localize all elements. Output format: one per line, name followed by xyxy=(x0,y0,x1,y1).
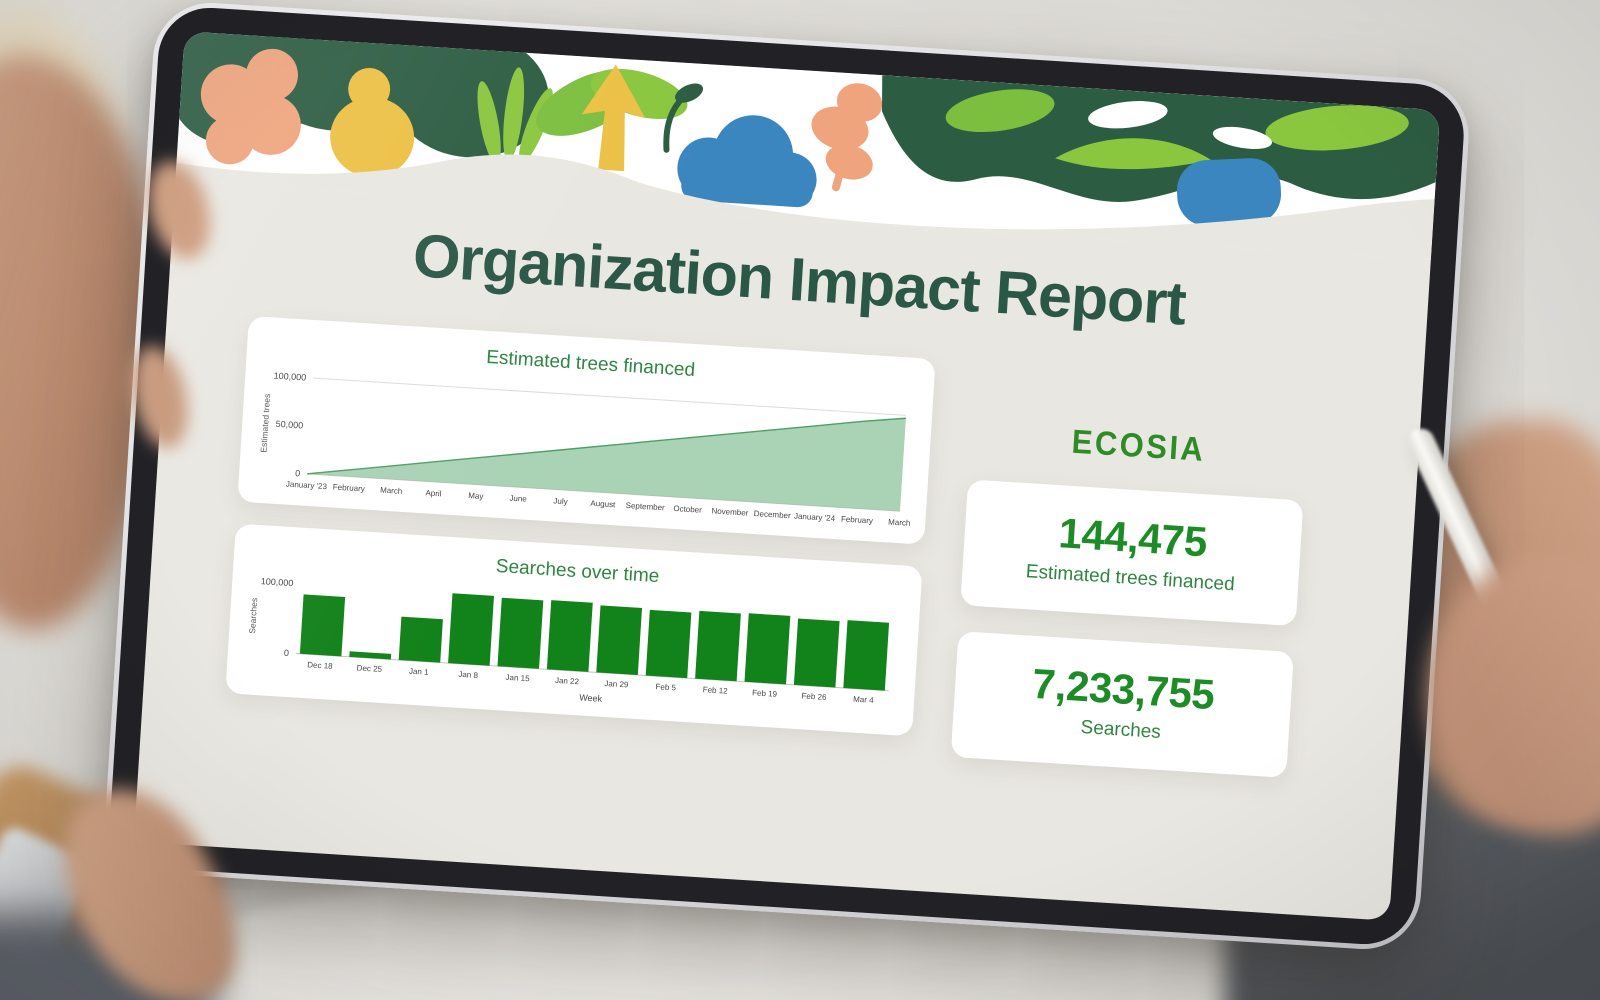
svg-text:50,000: 50,000 xyxy=(275,419,303,431)
header-illustration xyxy=(175,31,1441,261)
svg-text:April: April xyxy=(425,488,442,498)
svg-text:February: February xyxy=(333,483,366,494)
svg-text:Estimated trees: Estimated trees xyxy=(258,393,272,453)
svg-text:Feb 19: Feb 19 xyxy=(752,688,778,699)
cloud-shape xyxy=(677,115,817,208)
pear-shape xyxy=(330,68,415,178)
blue-blob-shape xyxy=(1176,158,1282,227)
summary-column: ECOSIA 144,475 Estimated trees financed … xyxy=(950,362,1311,778)
ecosia-logo: ECOSIA xyxy=(1070,422,1207,469)
oak-leaf-shape xyxy=(811,83,883,192)
svg-text:September: September xyxy=(625,501,665,512)
svg-text:100,000: 100,000 xyxy=(260,576,293,588)
svg-text:0: 0 xyxy=(284,648,290,658)
report-body: Estimated trees financed 100,000 50,000 0 E… xyxy=(142,311,1422,785)
searches-bar-chart: 100,000 0 Searches Dec 18 Dec 25 Jan 1 Jan 8 Ja… xyxy=(247,576,890,705)
tree-arrow-shape xyxy=(581,64,646,172)
svg-text:May: May xyxy=(468,491,484,501)
svg-text:Searches: Searches xyxy=(247,598,259,634)
tablet-screen: Organization Impact Report Estimated tre… xyxy=(133,31,1441,921)
charts-column: Estimated trees financed 100,000 50,000 0 E… xyxy=(224,315,936,754)
searches-chart-card: Searches over time 100,000 0 Searches Dec 1… xyxy=(225,523,923,737)
svg-text:Week: Week xyxy=(579,692,603,703)
svg-text:August: August xyxy=(590,499,616,510)
trees-chart-card: Estimated trees financed 100,000 50,000 0 E… xyxy=(237,315,936,545)
svg-text:February: February xyxy=(841,514,874,525)
header-wave xyxy=(175,154,1435,261)
svg-text:Jan 29: Jan 29 xyxy=(604,679,629,690)
svg-text:Feb 12: Feb 12 xyxy=(702,685,728,696)
svg-text:Mar 4: Mar 4 xyxy=(853,695,875,705)
trees-stat-card: 144,475 Estimated trees financed xyxy=(960,479,1304,627)
svg-text:Jan 15: Jan 15 xyxy=(505,673,530,684)
sprout-shape xyxy=(663,83,704,153)
tablet-device: Organization Impact Report Estimated tre… xyxy=(101,0,1473,953)
svg-text:January '23: January '23 xyxy=(286,480,328,492)
svg-text:July: July xyxy=(553,496,568,506)
svg-text:Jan 1: Jan 1 xyxy=(409,667,430,677)
tablet-bezel: Organization Impact Report Estimated tre… xyxy=(107,4,1467,948)
svg-text:Dec 25: Dec 25 xyxy=(356,663,382,674)
flower-shape xyxy=(200,48,301,165)
svg-text:June: June xyxy=(509,494,527,504)
svg-text:0: 0 xyxy=(295,468,301,478)
svg-text:January '24: January '24 xyxy=(794,512,836,524)
svg-text:December: December xyxy=(754,509,792,520)
foliage-right-shape xyxy=(881,75,1441,202)
svg-text:Dec 18: Dec 18 xyxy=(307,660,333,671)
svg-text:Feb 26: Feb 26 xyxy=(801,691,827,702)
trees-area-chart: 100,000 50,000 0 Estimated trees January '23… xyxy=(258,371,911,528)
svg-text:March: March xyxy=(380,485,403,495)
searches-stat-card: 7,233,755 Searches xyxy=(950,631,1294,778)
svg-text:October: October xyxy=(673,504,702,515)
svg-text:100,000: 100,000 xyxy=(273,371,306,383)
svg-text:March: March xyxy=(888,517,911,527)
svg-text:November: November xyxy=(711,506,749,517)
svg-text:Jan 22: Jan 22 xyxy=(555,676,580,687)
svg-text:Jan 8: Jan 8 xyxy=(458,670,479,680)
svg-text:Feb 5: Feb 5 xyxy=(655,682,677,692)
